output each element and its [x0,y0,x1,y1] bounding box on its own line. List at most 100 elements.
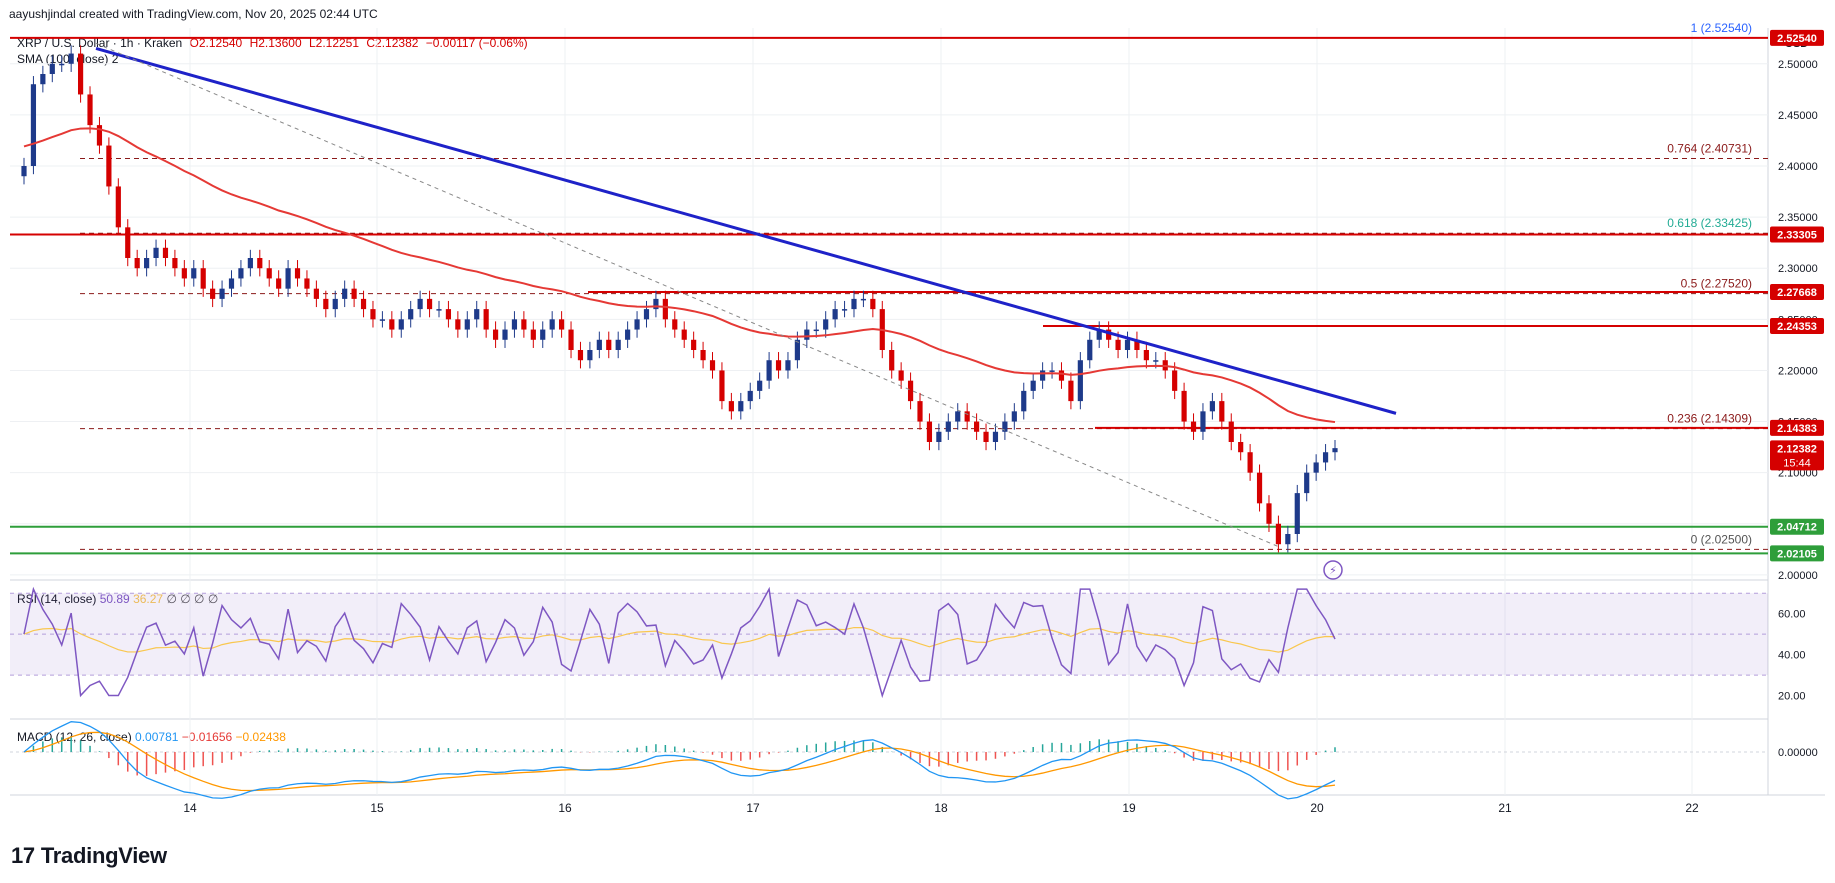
candle [992,431,999,442]
price-tag [1770,284,1824,301]
symbol-name[interactable]: XRP / U.S. Dollar · 1h · Kraken [17,36,183,50]
candle [530,329,536,340]
lightning-icon: ⚡ [1329,564,1337,577]
price-tag [1770,29,1824,46]
macd-legend[interactable]: MACD (12, 26, close) 0.00781 −0.01656 −0… [17,730,286,744]
candle [625,329,631,340]
candle [709,360,716,371]
candle [59,63,65,66]
candle [313,288,319,299]
candle [1134,339,1140,350]
candle [40,74,46,85]
candle [559,319,565,330]
attribution-text: aayushjindal created with TradingView.co… [9,7,378,21]
y-tick-label: 2.30000 [1778,263,1818,275]
sma-line [23,127,1336,424]
candle [474,309,480,320]
candle [389,319,395,330]
open-value: O2.12540 [189,36,243,50]
rsi-tick-label: 20.00 [1778,691,1806,703]
candle [728,401,734,412]
candle [936,431,942,442]
candle [974,421,980,432]
price-tag [1770,518,1824,535]
fib-level-label: 0.236 (2.14309) [1667,412,1752,426]
candle [804,329,810,340]
candle [606,339,612,350]
candle [615,339,621,350]
candle [200,268,206,289]
candle [775,360,782,371]
countdown-label: 15:44 [1783,457,1811,469]
fib-level-label: 1 (2.52540) [1691,21,1752,35]
candle [266,268,272,279]
candle [1285,534,1291,545]
candle [398,319,404,330]
y-tick-label: 2.20000 [1778,365,1818,377]
candle [1332,448,1338,453]
candle [823,319,829,330]
candle [757,380,763,391]
candle [1077,360,1083,402]
candle [700,350,706,361]
candle [907,380,914,402]
candle [134,258,140,269]
candle [511,319,518,330]
candle [889,350,895,371]
candle [106,145,112,187]
price-tag-label: 2.12382 [1777,443,1817,455]
candle [1266,503,1272,524]
candle [87,94,93,126]
candle [691,339,697,350]
candle [294,268,301,279]
candle [596,339,602,350]
candle [1190,421,1197,432]
price-tag [1770,317,1824,334]
y-tick-label: 2.35000 [1778,212,1818,224]
candle [766,360,772,381]
candle [1106,329,1112,340]
candle [851,298,857,310]
sma-legend[interactable]: SMA (100, close) 2 [17,52,119,66]
price-tag [1770,419,1824,436]
rsi-tick-label: 40.00 [1778,650,1806,662]
candle [285,268,291,289]
candle [521,319,527,330]
fib-level-label: 0 (2.02500) [1691,532,1752,546]
candle [926,421,933,442]
candle [794,339,800,361]
candle [747,390,753,402]
candle [898,370,904,381]
candle [191,268,197,279]
candle [1200,411,1206,432]
candle [1124,339,1131,350]
candle [247,258,253,269]
candle [1087,339,1093,361]
candle [738,401,744,412]
candle [983,431,989,442]
y-tick-label: 2.10000 [1778,468,1818,480]
candle [436,309,442,311]
macd-line [23,721,1336,800]
candle [49,63,55,74]
downtrend-line [95,47,1397,415]
candle [917,401,923,422]
candle [360,298,367,310]
candle [1021,390,1027,412]
candle [483,309,489,330]
x-tick-label: 19 [1122,801,1136,815]
candle [1115,339,1121,350]
candle [634,319,640,330]
alert-icon [1323,560,1343,580]
price-tag [1770,226,1824,243]
tradingview-logo[interactable]: 17 TradingView [11,843,167,869]
candle [455,319,461,330]
candle [719,370,725,402]
candle [841,309,848,311]
close-value: C2.12382 [366,36,419,50]
candle [228,278,235,289]
candle [21,166,27,177]
rsi-ma-value: 36.27 [133,592,164,606]
macd-hist-value: −0.01656 [181,730,233,744]
